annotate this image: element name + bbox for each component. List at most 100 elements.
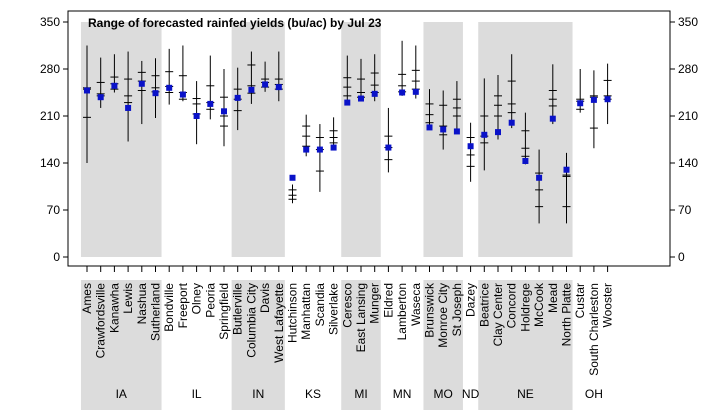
state-label-ia: IA [116, 387, 127, 401]
site-label: Manhattan [299, 283, 313, 340]
forecast-point [577, 100, 584, 107]
forecast-point [358, 95, 364, 102]
state-bands [80, 22, 573, 257]
site-mark-manhattan [302, 114, 311, 157]
site-label: Brunswick [423, 282, 437, 338]
state-label-oh: OH [585, 387, 603, 401]
site-mark-freeport [178, 45, 187, 102]
site-label: Ames [80, 283, 94, 314]
site-mark-eldred [384, 107, 393, 173]
site-label: Freeport [176, 282, 190, 328]
site-label: Custar [573, 283, 587, 318]
site-mark-butlerville [233, 67, 242, 131]
y-tick-label-right: 0 [678, 250, 685, 264]
forecast-point [234, 94, 241, 101]
site-mark-crawfordsville [96, 57, 105, 108]
site-label: Springfield [217, 283, 231, 340]
site-mark-silverlake [329, 117, 338, 151]
y-tick-label-right: 210 [678, 109, 698, 123]
site-label: Dazey [464, 283, 478, 317]
site-mark-concord [507, 54, 516, 129]
state-labels: IA IL IN KS MI MN MO ND NE OH [116, 387, 603, 401]
site-label: Lewis [121, 283, 135, 314]
forecast-point [207, 100, 214, 107]
state-label-ne: NE [517, 387, 534, 401]
site-mark-springfield [220, 69, 228, 147]
forecast-point [412, 88, 419, 95]
forecast-point [138, 80, 145, 87]
site-label: Concord [505, 283, 519, 328]
site-mark-clay-center [494, 75, 502, 140]
plot-frame [67, 10, 671, 267]
y-tick-label-left: 140 [40, 156, 60, 170]
site-label: Kanawha [107, 283, 121, 333]
site-label: Nashua [135, 283, 149, 325]
forecast-point [316, 146, 323, 153]
site-mark-holdrege [521, 112, 530, 165]
site-label: Waseca [409, 283, 423, 326]
site-label: St Joseph [450, 283, 464, 336]
forecast-point [399, 89, 406, 96]
site-mark-south-charleston [589, 70, 598, 149]
forecast-point [275, 84, 282, 91]
site-mark-nashua [137, 60, 146, 125]
forecast-point [590, 96, 597, 103]
site-label: Ceresco [340, 283, 354, 328]
site-label: Beatrice [477, 283, 491, 327]
forecast-point [467, 143, 474, 150]
forecast-point [330, 144, 337, 151]
site-mark-waseca [411, 45, 420, 99]
forecast-point [495, 129, 501, 136]
site-mark-hutchinson [288, 174, 297, 204]
state-label-band-ne [478, 280, 573, 410]
site-label: South Charleston [587, 283, 601, 376]
site-mark-st-joseph [452, 81, 461, 135]
site-label: Bondville [162, 283, 176, 332]
site-mark-mead [548, 64, 557, 125]
forecast-point [563, 166, 570, 173]
site-mark-ceresco [343, 55, 352, 106]
site-label: Olney [190, 283, 204, 314]
site-mark-mccook [535, 149, 544, 224]
site-mark-monroe-city [439, 90, 448, 150]
site-mark-east-lansing [357, 58, 365, 102]
state-label-band-mi [341, 280, 381, 410]
state-label-nd: ND [462, 387, 480, 401]
forecast-point [193, 113, 200, 119]
forecast-point [604, 96, 611, 103]
site-label: Wooster [601, 283, 615, 327]
site-mark-wooster [603, 63, 612, 125]
forecast-point [303, 146, 310, 153]
forecast-point [522, 157, 529, 164]
y-tick-label-left: 0 [53, 250, 60, 264]
y-axes: 0 0 70 70 140 140 210 210 280 280 350 350 [40, 15, 698, 264]
state-band-ia [80, 22, 162, 257]
forecast-point [84, 87, 90, 94]
site-mark-columbia-city [247, 51, 256, 104]
site-mark-scandia [315, 124, 324, 192]
forecast-point [453, 128, 460, 135]
site-mark-kanawha [110, 54, 119, 93]
site-label: McCook [532, 282, 546, 327]
state-label-ks: KS [305, 387, 321, 401]
site-label: Lamberton [395, 283, 409, 340]
state-label-band-mo [423, 280, 463, 410]
site-label: Davis [258, 283, 272, 313]
state-band-in [231, 22, 285, 257]
state-label-band-ia [80, 280, 162, 410]
site-mark-olney [192, 81, 201, 145]
y-tick-label-right: 350 [678, 15, 698, 29]
state-label-mo: MO [434, 387, 453, 401]
state-label-in: IN [252, 387, 264, 401]
forecast-point [111, 82, 118, 89]
forecast-point [344, 99, 351, 106]
site-mark-west-lafayette [274, 51, 283, 102]
forecast-point [371, 90, 378, 97]
y-tick-label-right: 140 [678, 156, 698, 170]
site-label: Columbia City [244, 283, 258, 358]
site-label: Munger [368, 283, 382, 324]
site-mark-munger [370, 54, 379, 102]
site-mark-peoria [206, 55, 215, 120]
forecast-point [508, 119, 515, 126]
site-mark-ames [83, 45, 91, 163]
